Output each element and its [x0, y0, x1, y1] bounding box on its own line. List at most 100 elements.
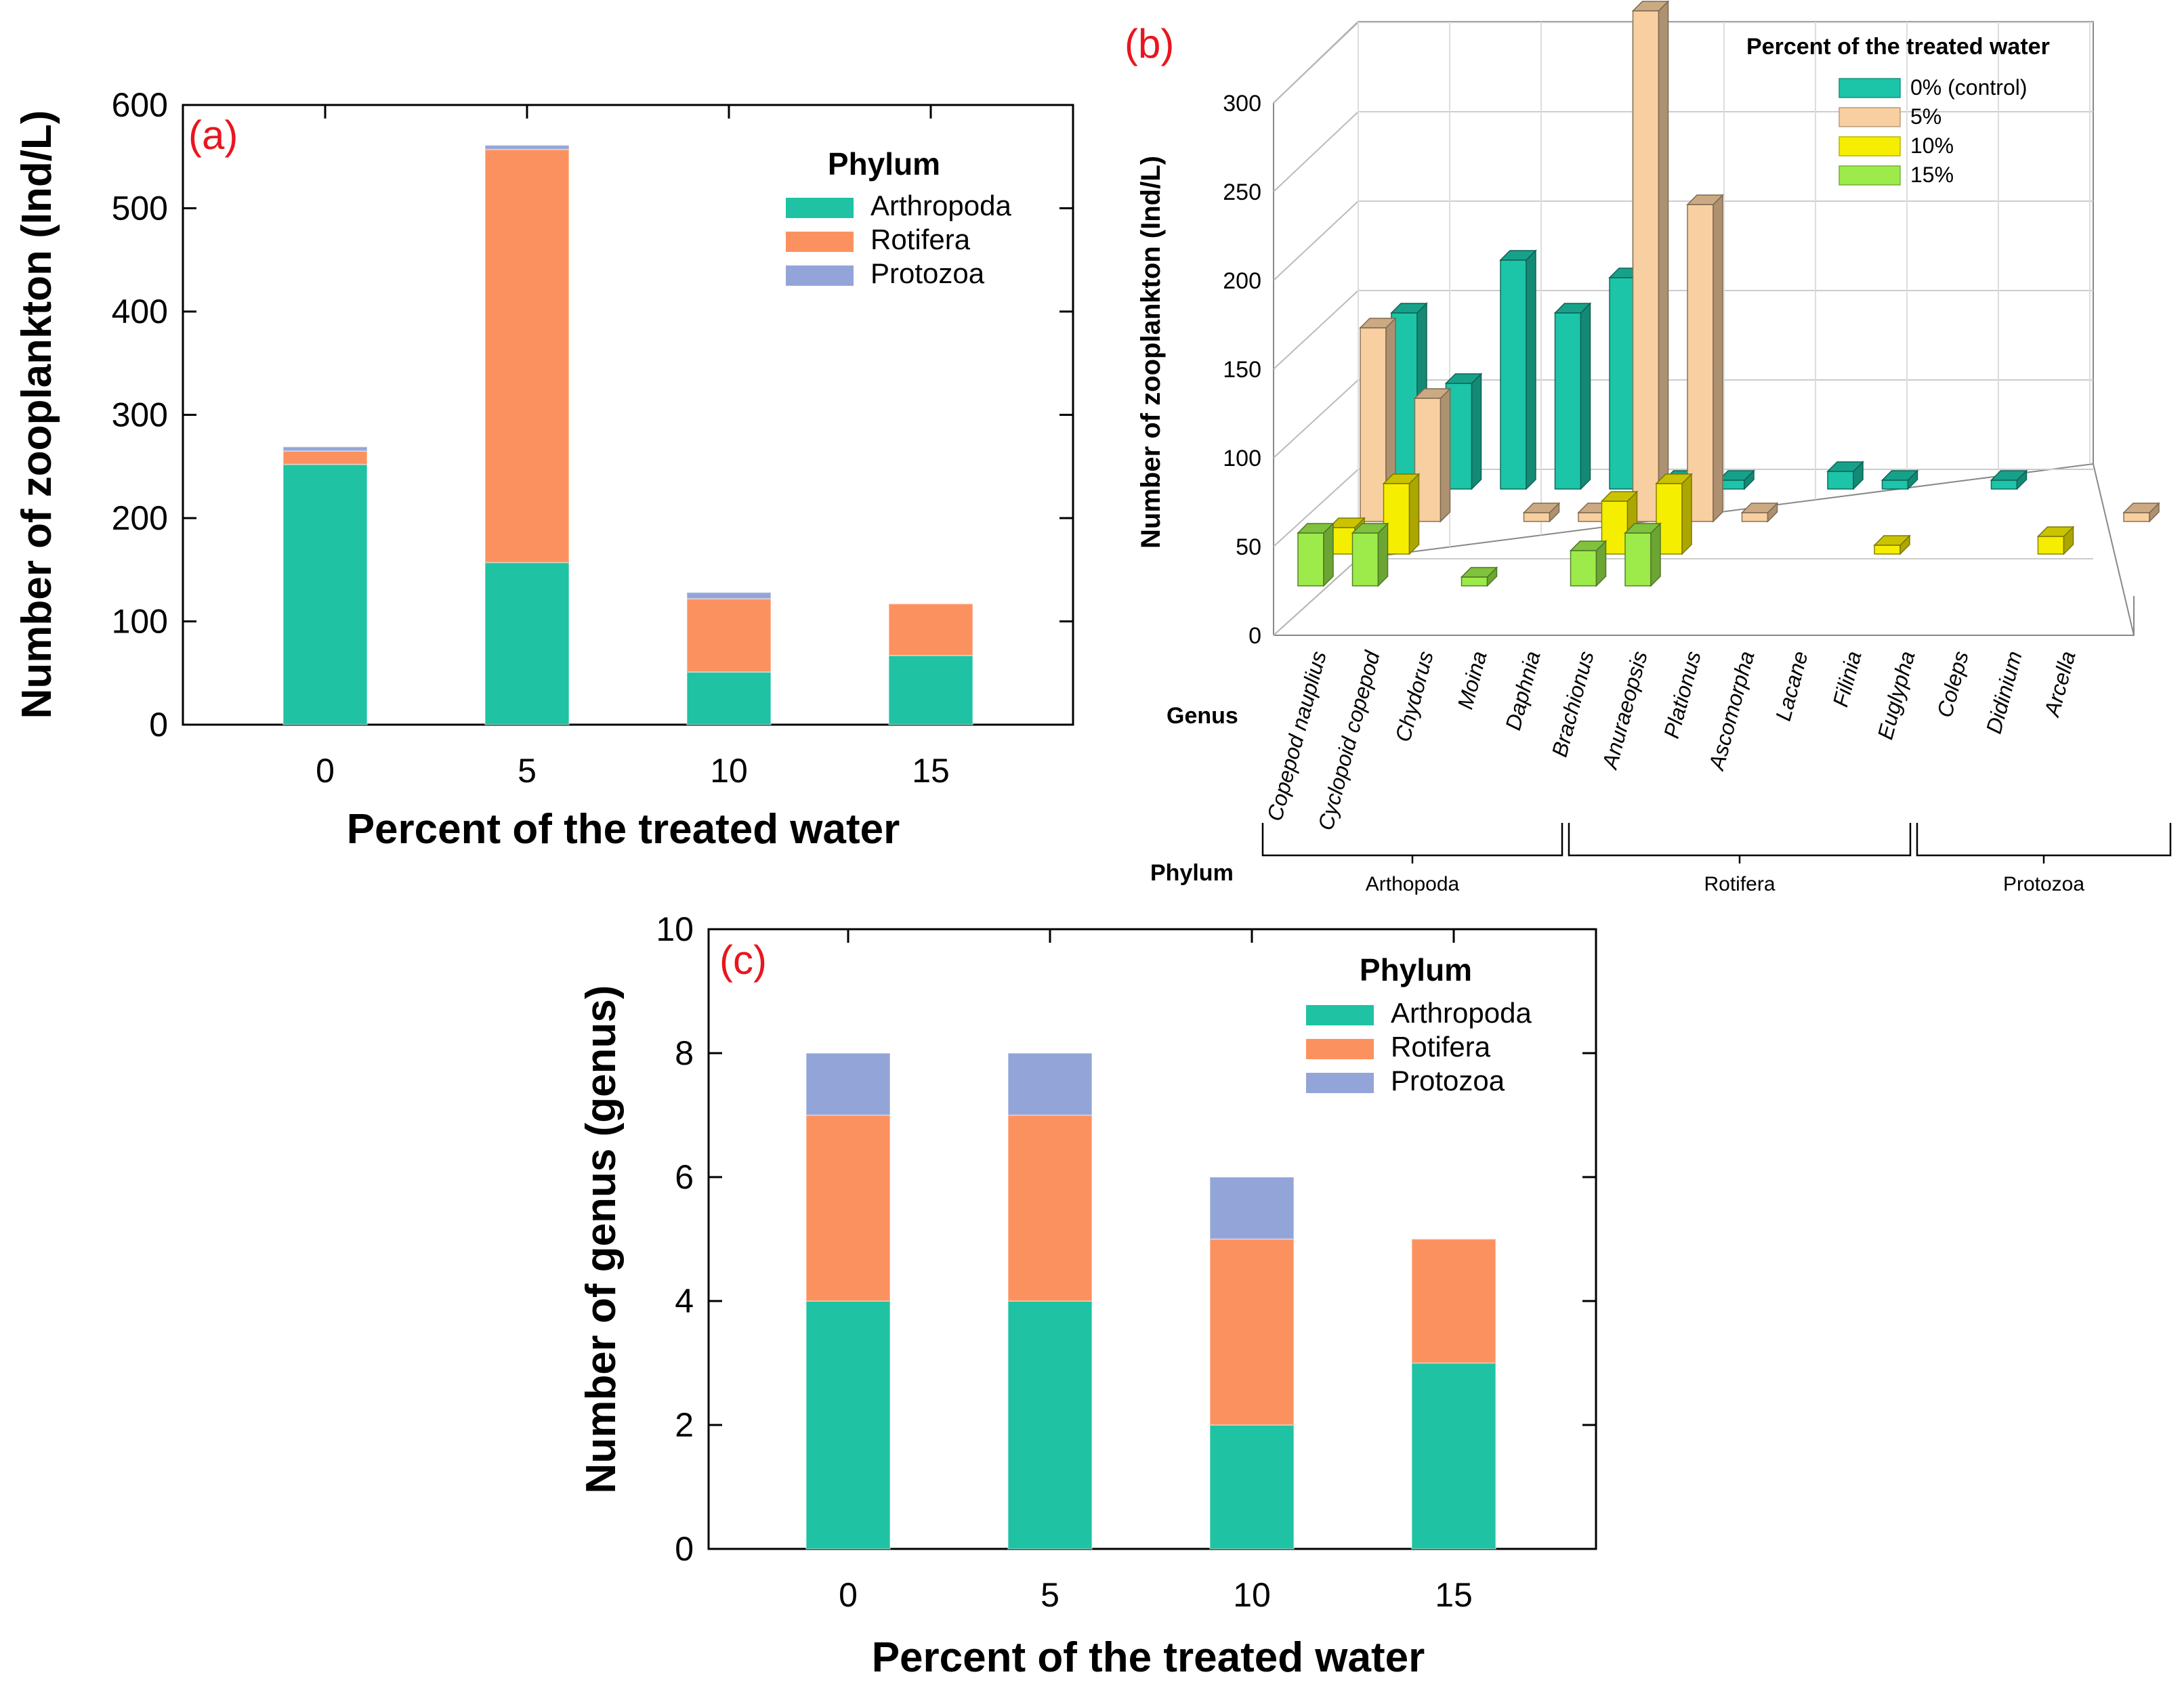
bar-arcella-5: [2122, 502, 2160, 523]
x-tick-label: 10: [710, 752, 748, 790]
y-tick-label: 400: [112, 293, 168, 331]
grid-line-left: [1273, 469, 1359, 547]
y-tick-label: 8: [675, 1034, 694, 1072]
bar-top: [1522, 503, 1561, 513]
bar-protozoa-10: [1209, 1176, 1295, 1240]
phylum-bracket-arthopoda: [1261, 823, 1563, 857]
legend-label-arthropoda: Arthropoda: [870, 190, 1011, 221]
bar-face: [1570, 550, 1597, 587]
bar-face: [1500, 259, 1527, 490]
bar-face: [1461, 576, 1488, 587]
legend-b: 0% (control) 5% 10% 15%: [1839, 75, 2028, 187]
bar-anuraeopsis-5: [1686, 194, 1724, 523]
y-tick-label: 250: [1223, 179, 1261, 205]
bar-moina-0-control: [1553, 302, 1592, 490]
legend-swatch-rotifera: [1306, 1039, 1374, 1059]
bar-top: [1631, 1, 1670, 12]
x-tick-label: 0: [839, 1576, 858, 1614]
bar-arthropoda-0: [805, 1300, 891, 1550]
bar-top: [1600, 491, 1639, 502]
bar-top: [1881, 470, 1919, 481]
y-axis-title-a: Number of zooplankton (Ind/L): [14, 110, 60, 719]
y-tick-label: 0: [1248, 623, 1261, 649]
genus-row-label-b: Genus: [1167, 703, 1238, 729]
bar-filinia-10: [1873, 534, 1911, 555]
phylum-label-protozoa: Protozoa: [2003, 873, 2084, 895]
bar-top: [2122, 503, 2160, 513]
bar-face: [2037, 536, 2065, 555]
bar-rotifera-5: [484, 148, 570, 563]
bar-protozoa-5: [1007, 1052, 1093, 1116]
bar-top: [1413, 388, 1452, 399]
genus-label-moina: Moina: [1452, 648, 1491, 712]
legend-swatch-arthropoda: [786, 198, 854, 218]
bar-plationus-5: [1740, 502, 1779, 523]
y-axis-title-c: Number of genus (genus): [578, 985, 625, 1494]
legend-label-rotifera: Rotifera: [1391, 1031, 1491, 1063]
bar-ascomorpha-0-control: [1826, 461, 1864, 490]
bar-top: [1624, 523, 1662, 534]
bar-brachionus-15: [1569, 540, 1608, 587]
genus-label-euglypha: Euglypha: [1872, 648, 1919, 742]
bar-rotifera-15: [1411, 1238, 1496, 1364]
bar-top: [1351, 523, 1389, 534]
bar-cyclopoid-copepod-0-control: [1444, 372, 1483, 490]
bar-cyclopoid-copepod-10: [1382, 473, 1421, 555]
bar-top: [1686, 194, 1724, 205]
bar-face: [1632, 10, 1660, 522]
panel-c: 0 2 4 6 8 10 0 5 10 15 (c) Percent of the treate…: [578, 910, 1597, 1681]
genus-label-chydorus: Chydorus: [1391, 648, 1438, 744]
bar-top: [1297, 523, 1335, 534]
bar-protozoa-10: [686, 591, 772, 599]
bar-side: [1681, 473, 1692, 555]
genus-label-anuraeopsis: Anuraeopsis: [1597, 648, 1652, 772]
panel-label-a: (a): [188, 112, 238, 158]
grid-line-left: [1273, 111, 1359, 192]
legend-swatch-15: [1839, 165, 1901, 186]
legend-swatch-0-control: [1839, 78, 1901, 98]
bar-rotifera-10: [686, 597, 772, 673]
bar-protozoa-0: [282, 446, 368, 452]
bar-lacane-0-control: [1881, 469, 1919, 490]
y-axis-title-b: Number of zooplankton (Ind/L): [1136, 156, 1166, 549]
grid-line-left: [1273, 290, 1359, 370]
bar-rotifera-0: [282, 450, 368, 465]
legend-label-protozoa: Protozoa: [870, 257, 985, 289]
x-tick-label: 0: [316, 752, 335, 790]
y-tick-label: 200: [112, 499, 168, 537]
phylum-bracket-rotifera: [1568, 823, 1912, 857]
bar-arthropoda-5: [484, 561, 570, 726]
genus-label-lacane: Lacane: [1771, 648, 1813, 723]
bar-moina-5: [1522, 502, 1561, 523]
bar-arthropoda-10: [1209, 1424, 1295, 1550]
bars-a: [282, 144, 973, 726]
bar-side: [1440, 387, 1451, 523]
plot-frame-c: [707, 928, 1597, 1550]
y-tick-label: 10: [656, 910, 694, 948]
bar-cyclopoid-copepod-15: [1351, 522, 1389, 587]
y-axis-a: 0 100 200 300 400 500 600: [112, 86, 1073, 744]
grid-line-left: [1273, 558, 1359, 636]
legend-label-5: 5%: [1910, 104, 1941, 129]
bar-face: [1578, 512, 1605, 522]
bar-anuraeopsis-10: [1655, 473, 1693, 555]
y-tick-label: 0: [675, 1530, 694, 1568]
panel-label-b: (b): [1125, 21, 1174, 66]
panel-a: 0 100 200 300 400 500 600 0 5 10 15 (a) Percent o…: [14, 86, 1074, 853]
bar-top: [1359, 318, 1397, 328]
bar-top: [1740, 503, 1779, 513]
bar-brachionus-5: [1631, 0, 1670, 523]
bar-moina-15: [1460, 566, 1498, 587]
y-axis-b: 0 50 100 150 200 250 300: [1223, 91, 1261, 649]
legend-swatch-protozoa: [1306, 1073, 1374, 1093]
panel-b: 0 50 100 150 200 250 300 Copepod naupliusCyclo…: [1125, 0, 2172, 895]
bar-rotifera-15: [888, 603, 973, 656]
x-axis-a: 0 5 10 15: [316, 105, 950, 790]
genus-label-ascomorpha: Ascomorpha: [1704, 648, 1759, 773]
bar-side: [1580, 302, 1591, 490]
genus-label-didinium: Didinium: [1981, 648, 2027, 736]
